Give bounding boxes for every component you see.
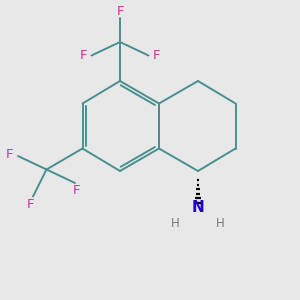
Text: F: F — [6, 148, 13, 161]
Text: H: H — [216, 217, 225, 230]
Text: F: F — [153, 49, 161, 62]
Text: H: H — [171, 217, 180, 230]
Text: F: F — [116, 5, 124, 18]
Text: F: F — [73, 184, 80, 197]
Text: N: N — [192, 200, 204, 214]
Text: F: F — [79, 49, 87, 62]
Text: F: F — [26, 197, 34, 211]
